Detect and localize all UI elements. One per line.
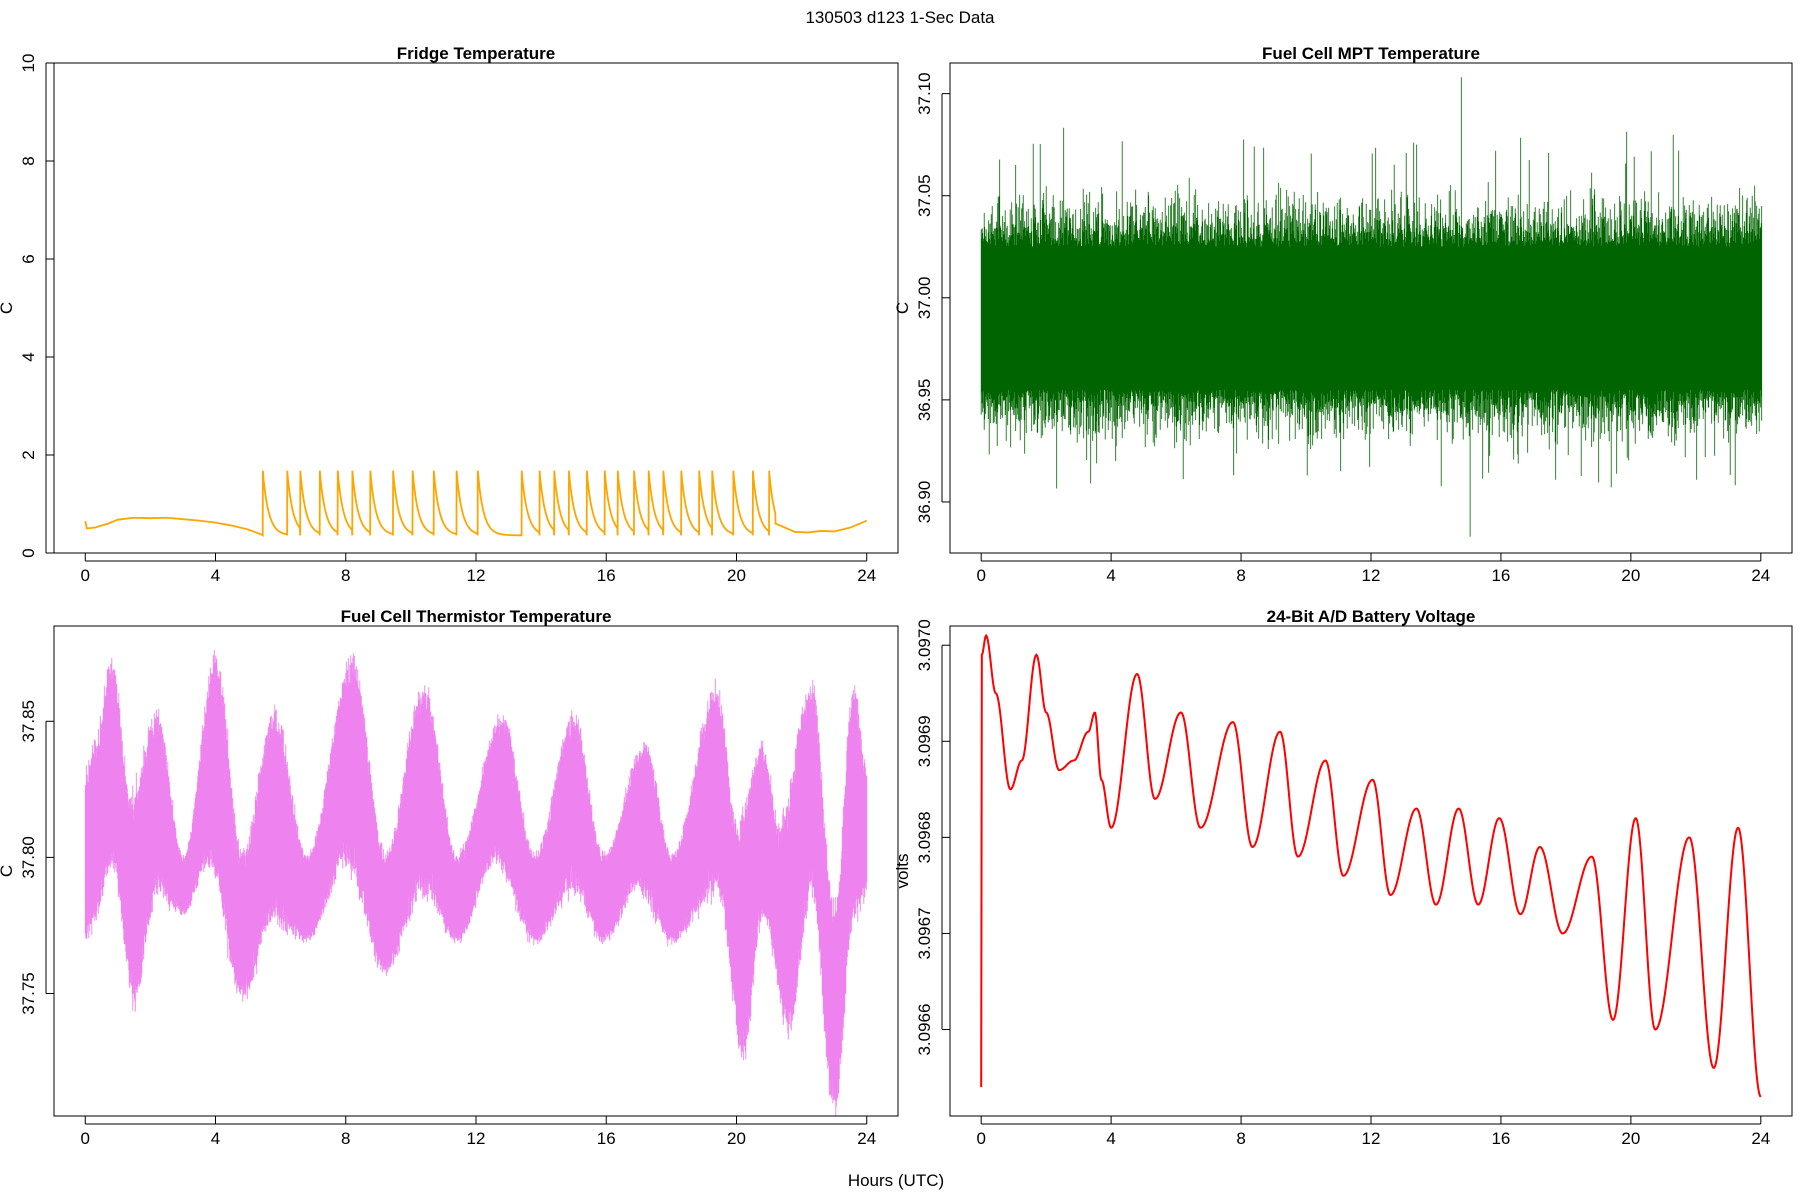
- figure-xlabel: Hours (UTC): [848, 1171, 944, 1190]
- panel-4: 24-Bit A/D Battery Voltage volts 0 4 8 12 16 20…: [893, 607, 1793, 1148]
- y-tick-label: 37.75: [19, 972, 38, 1015]
- y-tick-label: 3.0970: [915, 619, 934, 671]
- y-axis-label: C: [0, 865, 16, 877]
- plot-frame: [949, 625, 1793, 1117]
- x-tick-label: 0: [81, 1129, 90, 1148]
- x-tick-label: 24: [857, 1129, 876, 1148]
- y-tick-label: 0: [19, 548, 38, 557]
- panels: Fridge TemperatureC048121620240246810Fue…: [0, 44, 1793, 1148]
- y-axis-label: C: [0, 302, 16, 314]
- x-tick-label: 16: [597, 1129, 616, 1148]
- x-tick-label: 12: [467, 1129, 486, 1148]
- panel-title: 24-Bit A/D Battery Voltage: [1267, 607, 1476, 626]
- x-tick-label: 12: [1362, 566, 1381, 585]
- y-tick-label: 37.05: [915, 174, 934, 217]
- panel-1: Fridge TemperatureC048121620240246810: [0, 44, 899, 585]
- panel-3: Fuel Cell Thermistor Temperature C 0 4 8 12 16…: [0, 607, 899, 1148]
- battery-voltage-line: [980, 633, 1762, 1098]
- thermistor-temperature-trace: [84, 649, 868, 1116]
- x-tick-label: 4: [1106, 566, 1115, 585]
- y-tick-label: 2: [19, 450, 38, 459]
- fridge-temperature-line: [84, 470, 868, 537]
- y-axis-label: volts: [893, 854, 912, 889]
- y-tick-label: 37.80: [19, 836, 38, 879]
- y-tick-label: 4: [19, 352, 38, 361]
- x-tick-label: 16: [597, 566, 616, 585]
- x-tick-label: 24: [1751, 1129, 1770, 1148]
- x-tick-label: 24: [1751, 566, 1770, 585]
- y-tick-label: 3.0969: [915, 715, 934, 767]
- panel-title: Fuel Cell Thermistor Temperature: [341, 607, 612, 626]
- x-tick-label: 20: [727, 1129, 746, 1148]
- x-tick-label: 8: [1236, 1129, 1245, 1148]
- x-tick-label: 12: [467, 566, 486, 585]
- mpt-temperature-band: [981, 256, 1761, 380]
- y-tick-label: 8: [19, 156, 38, 165]
- x-tick-label: 12: [1362, 1129, 1381, 1148]
- series-thermistor: [84, 649, 868, 1116]
- x-tick-label: 8: [341, 1129, 350, 1148]
- series-fridge: [84, 470, 868, 537]
- x-tick-label: 20: [727, 566, 746, 585]
- panel-title: Fuel Cell MPT Temperature: [1262, 44, 1480, 63]
- x-tick-label: 4: [211, 1129, 220, 1148]
- y-tick-label: 10: [19, 54, 38, 73]
- x-tick-label: 16: [1491, 1129, 1510, 1148]
- x-tick-label: 0: [81, 566, 90, 585]
- x-tick-label: 8: [341, 566, 350, 585]
- panel-title: Fridge Temperature: [397, 44, 555, 63]
- y-tick-label: 3.0968: [915, 811, 934, 863]
- series-mpt: [980, 77, 1763, 537]
- x-tick-label: 8: [1236, 566, 1245, 585]
- y-tick-label: 36.90: [915, 481, 934, 524]
- series-battery: [980, 633, 1762, 1098]
- x-tick-label: 20: [1621, 566, 1640, 585]
- x-tick-label: 4: [211, 566, 220, 585]
- y-tick-label: 3.0966: [915, 1004, 934, 1056]
- y-tick-label: 6: [19, 254, 38, 263]
- y-tick-label: 37.00: [915, 277, 934, 320]
- plot-frame: [53, 62, 899, 554]
- panel-2: Fuel Cell MPT Temperature C 0 4 8 12 16 20 24 36.…: [893, 44, 1793, 585]
- x-tick-label: 20: [1621, 1129, 1640, 1148]
- y-tick-label: 3.0967: [915, 907, 934, 959]
- y-tick-label: 37.85: [19, 700, 38, 743]
- figure-title: 130503 d123 1-Sec Data: [805, 8, 995, 27]
- y-axis-label: C: [893, 302, 912, 314]
- x-tick-label: 16: [1491, 566, 1510, 585]
- x-tick-label: 4: [1106, 1129, 1115, 1148]
- plot-frame: [53, 625, 899, 1117]
- y-tick-label: 37.10: [915, 72, 934, 115]
- x-tick-label: 0: [976, 1129, 985, 1148]
- plot-frame: [949, 62, 1793, 554]
- x-tick-label: 0: [976, 566, 985, 585]
- y-tick-label: 36.95: [915, 379, 934, 422]
- x-tick-label: 24: [857, 566, 876, 585]
